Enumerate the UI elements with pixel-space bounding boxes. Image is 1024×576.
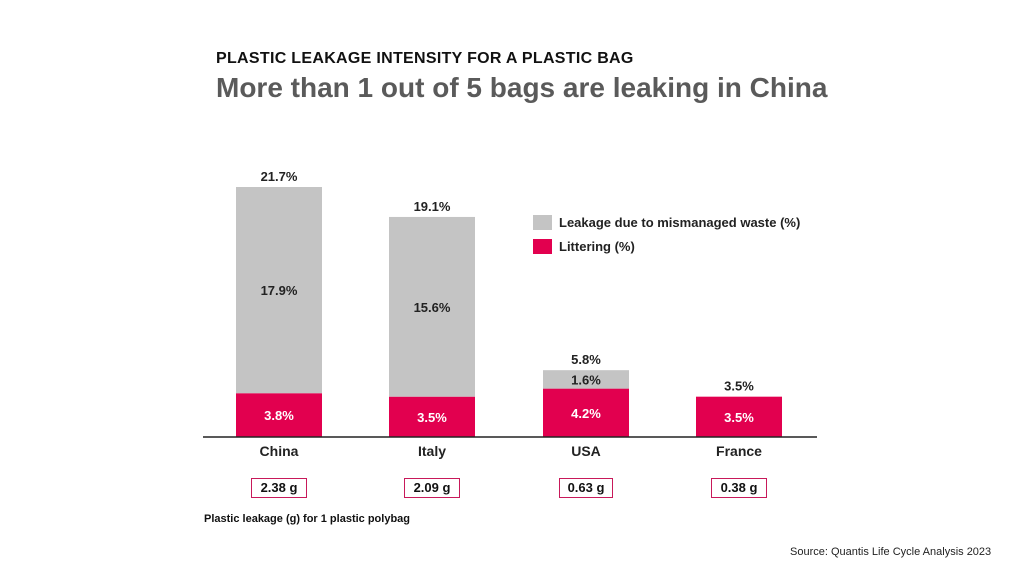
grams-box-france: 0.38 g	[711, 478, 767, 498]
legend-label-littering: Littering (%)	[559, 238, 635, 254]
label-littering-italy: 3.5%	[417, 410, 447, 425]
category-label-italy: Italy	[418, 443, 446, 459]
label-total-china: 21.7%	[261, 169, 298, 184]
bar-mismanaged-usa	[543, 370, 629, 389]
label-littering-france: 3.5%	[724, 410, 754, 425]
label-total-france: 3.5%	[724, 379, 754, 394]
source-note: Source: Quantis Life Cycle Analysis 2023	[790, 546, 992, 558]
legend-item-littering: Littering (%)	[533, 234, 800, 258]
bar-littering-china	[236, 393, 322, 437]
grams-box-usa: 0.63 g	[559, 478, 613, 498]
legend-swatch-littering	[533, 238, 552, 254]
bar-littering-france	[696, 396, 782, 437]
label-littering-china: 3.8%	[264, 408, 294, 423]
label-mismanaged-italy: 15.6%	[414, 300, 451, 315]
bar-littering-usa	[543, 388, 629, 437]
grams-box-italy: 2.09 g	[404, 478, 460, 498]
grams-caption: Plastic leakage (g) for 1 plastic polyba…	[204, 513, 411, 525]
bar-littering-italy	[389, 396, 475, 437]
label-total-italy: 19.1%	[414, 199, 451, 214]
label-total-usa: 5.8%	[571, 352, 601, 367]
legend-swatch-mismanaged	[533, 214, 552, 230]
bar-mismanaged-italy	[389, 216, 475, 397]
label-littering-usa: 4.2%	[571, 406, 601, 421]
chart-kicker: PLASTIC LEAKAGE INTENSITY FOR A PLASTIC …	[216, 50, 634, 67]
category-label-china: China	[260, 443, 299, 459]
category-label-france: France	[716, 443, 762, 459]
bar-mismanaged-china	[236, 187, 322, 394]
label-mismanaged-china: 17.9%	[261, 283, 298, 298]
legend-label-mismanaged: Leakage due to mismanaged waste (%)	[559, 214, 801, 230]
chart-legend: Leakage due to mismanaged waste (%) Litt…	[533, 210, 800, 258]
legend-item-mismanaged: Leakage due to mismanaged waste (%)	[533, 210, 800, 234]
category-label-usa: USA	[571, 443, 601, 459]
grams-box-china: 2.38 g	[251, 478, 307, 498]
label-mismanaged-usa: 1.6%	[571, 372, 601, 387]
chart-headline: More than 1 out of 5 bags are leaking in…	[216, 72, 828, 103]
